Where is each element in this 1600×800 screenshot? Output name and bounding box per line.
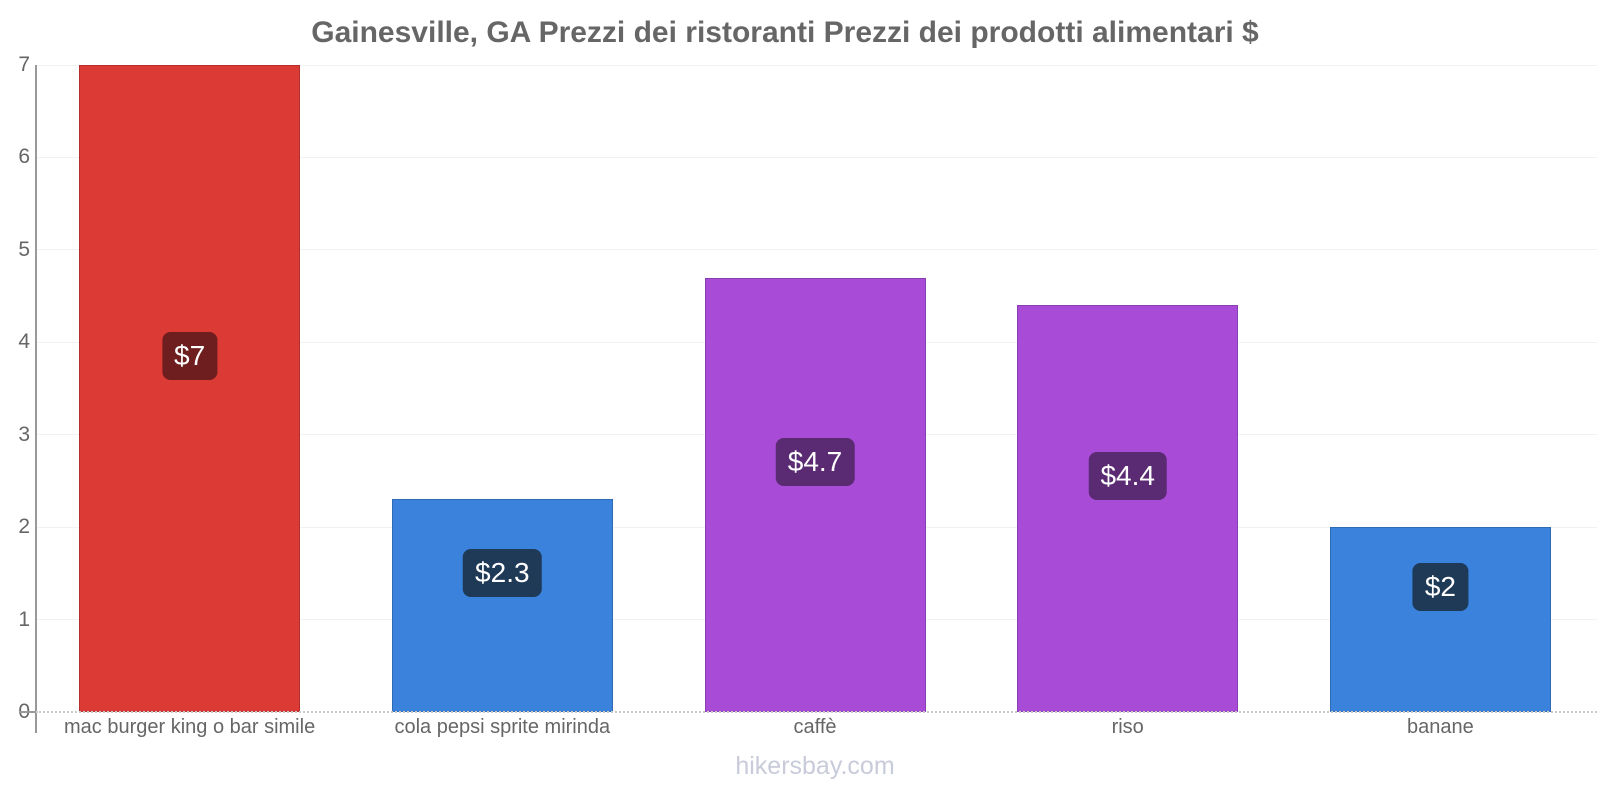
y-axis-tick-label: 6 — [18, 145, 30, 169]
y-axis-line — [35, 65, 37, 733]
x-axis-baseline — [36, 711, 1597, 713]
bar-riso[interactable] — [1017, 305, 1239, 712]
bar-value-label: $4.4 — [1088, 451, 1167, 500]
bar-value-label: $2.3 — [463, 548, 542, 597]
y-axis-tick-label: 4 — [18, 330, 30, 354]
y-gridline — [36, 64, 1597, 66]
y-axis-tick-label: 2 — [18, 515, 30, 539]
x-axis-category-label: riso — [1111, 716, 1144, 738]
x-axis-category-label: mac burger king o bar simile — [63, 716, 316, 738]
footer-link[interactable]: hikersbay.com — [735, 752, 895, 780]
y-axis-tick-label: 5 — [18, 237, 30, 261]
x-axis-category-label: banane — [1407, 716, 1474, 738]
x-axis-category-label: cola pepsi sprite mirinda — [394, 716, 611, 738]
bar-value-label: $2 — [1412, 562, 1468, 611]
bar-value-label: $4.7 — [775, 437, 855, 486]
y-axis-zero-tick — [19, 711, 36, 713]
bar-value-label: $7 — [162, 331, 218, 380]
y-axis-tick-label: 7 — [18, 53, 30, 76]
bar-banane[interactable] — [1329, 527, 1551, 712]
bar-mac-burger-king-o-bar-simile[interactable] — [79, 65, 301, 712]
y-axis-tick-label: 1 — [18, 607, 30, 631]
bar-caffè[interactable] — [704, 277, 926, 712]
y-gridline — [36, 249, 1597, 251]
y-axis-tick-label: 3 — [18, 422, 30, 446]
y-gridline — [36, 156, 1597, 158]
x-axis-category-label: caffè — [793, 716, 837, 738]
chart-title: Gainesville, GA Prezzi dei ristoranti Pr… — [311, 16, 1259, 49]
bar-cola-pepsi-sprite-mirinda[interactable] — [391, 499, 613, 712]
